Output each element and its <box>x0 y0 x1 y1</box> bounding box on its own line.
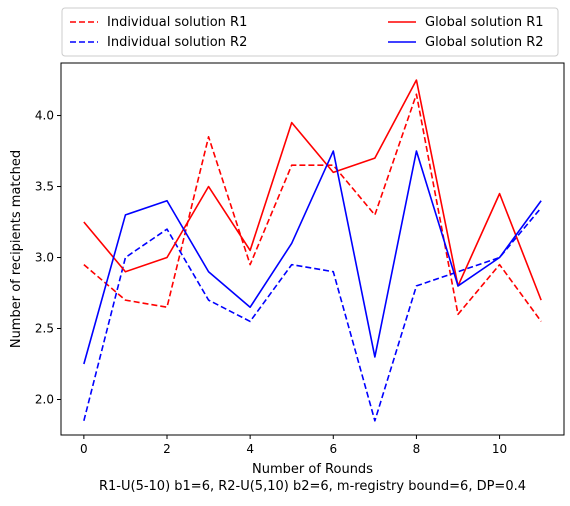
legend-entry-label: Individual solution R2 <box>107 35 247 50</box>
x-tick-label: 4 <box>246 442 254 456</box>
x-tick-label: 8 <box>413 442 421 456</box>
legend-frame <box>61 7 559 57</box>
series-line-4 <box>83 150 542 365</box>
x-tick-label: 2 <box>163 442 171 456</box>
plot-frame <box>60 62 565 436</box>
y-tick-label: 4.0 <box>35 109 54 123</box>
plot-lines <box>83 79 542 422</box>
legend-entry-label: Individual solution R1 <box>107 15 247 30</box>
x-axis-ticks: 0 2 4 6 8 10 <box>80 435 507 456</box>
series-line-3 <box>83 79 542 301</box>
x-tick-label: 10 <box>492 442 507 456</box>
legend-entry-label: Global solution R1 <box>425 15 544 30</box>
x-tick-label: 6 <box>329 442 337 456</box>
legend: Individual solution R1 Individual solutio… <box>61 7 559 57</box>
y-axis-ticks: 2.0 2.5 3.0 3.5 4.0 <box>35 109 61 407</box>
y-tick-label: 3.0 <box>35 251 54 265</box>
y-tick-label: 3.5 <box>35 180 54 194</box>
legend-entry-label: Global solution R2 <box>425 35 544 50</box>
x-tick-label: 0 <box>80 442 88 456</box>
series-line-1 <box>83 93 542 322</box>
y-axis-label: Number of recipients matched <box>9 150 24 348</box>
x-axis-label: Number of Rounds <box>252 462 373 477</box>
series-line-2 <box>83 207 542 422</box>
y-tick-label: 2.5 <box>35 322 54 336</box>
y-tick-label: 2.0 <box>35 393 54 407</box>
x-axis-caption: R1-U(5-10) b1=6, R2-U(5,10) b2=6, m-regi… <box>99 479 526 494</box>
